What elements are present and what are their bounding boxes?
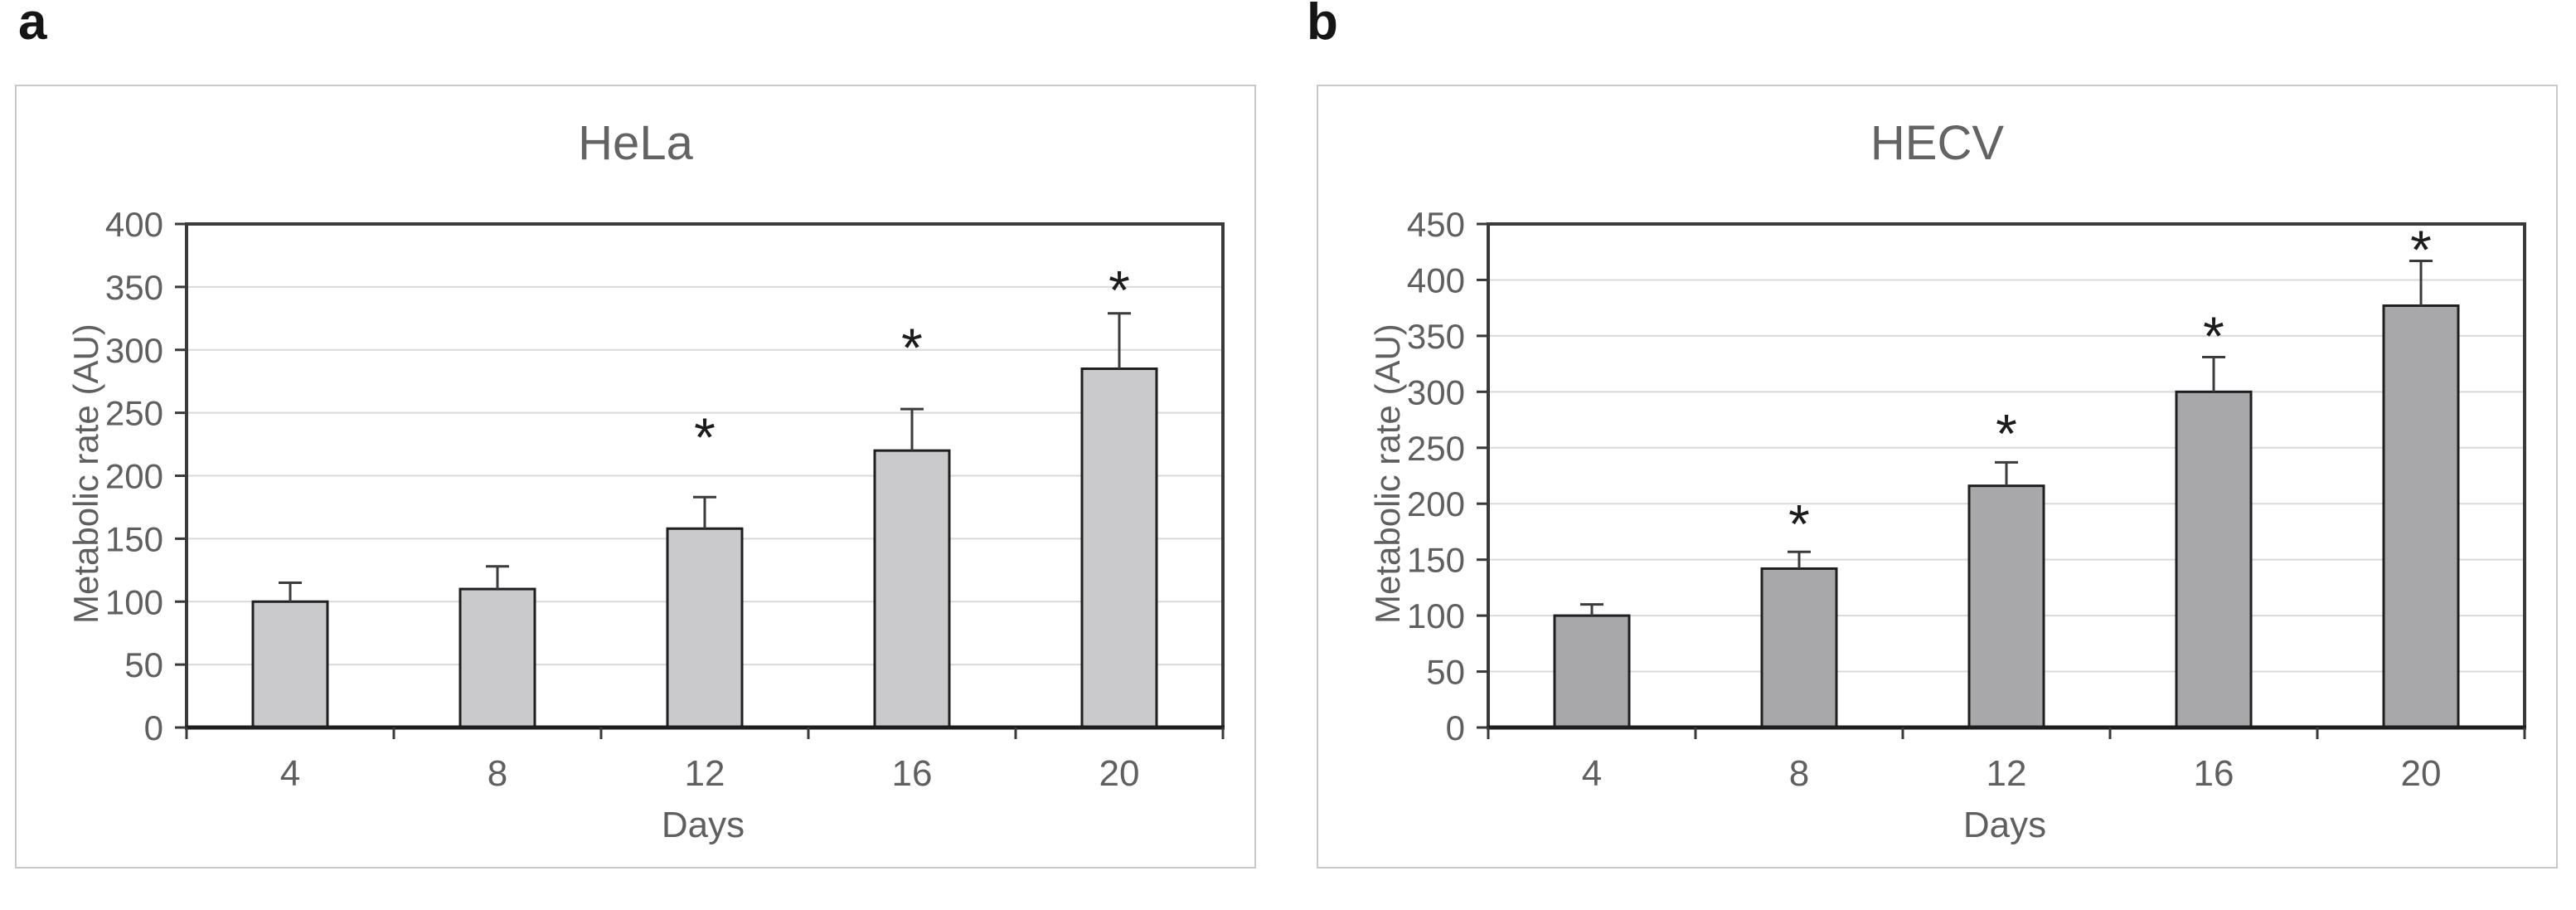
y-tick-label: 400: [105, 205, 163, 244]
x-tick-label: 12: [685, 753, 725, 794]
x-tick-label: 16: [892, 753, 933, 794]
y-tick-label: 350: [1407, 317, 1465, 356]
figure-panel-label-b: b: [1307, 0, 1338, 51]
bar-day-4: [251, 600, 329, 729]
y-tick-label: 250: [105, 394, 163, 433]
x-tick-label: 8: [1789, 753, 1809, 794]
y-tick-label: 0: [1446, 708, 1465, 747]
x-tick-label: 16: [2194, 753, 2234, 794]
significance-asterisk: *: [2410, 219, 2432, 280]
y-tick-label: 100: [1407, 596, 1465, 635]
figure-panel-label-a: a: [18, 0, 47, 51]
x-tick-label: 8: [488, 753, 507, 794]
significance-asterisk: *: [901, 317, 923, 378]
y-tick-label: 400: [1407, 260, 1465, 299]
bar-day-8: [1760, 567, 1838, 729]
y-tick-label: 150: [105, 519, 163, 558]
y-tick-label: 50: [1426, 653, 1465, 692]
y-tick-label: 300: [105, 331, 163, 370]
significance-asterisk: *: [2203, 305, 2224, 367]
y-tick-label: 200: [105, 457, 163, 496]
chart-panel-hecv: HECV Metabolic rate (AU) * * * * 0 50 100 150 20…: [1317, 85, 2558, 869]
bar-day-20: [1080, 367, 1158, 729]
y-tick-label: 100: [105, 582, 163, 621]
bar-day-8: [458, 587, 536, 729]
x-tick-label: 4: [1582, 753, 1602, 794]
bar-day-20: [2382, 304, 2460, 729]
x-tick-label: 12: [1987, 753, 2027, 794]
y-tick-label: 0: [144, 708, 163, 747]
chart-panel-hela: HeLa Metabolic rate (AU) * * * 0 50 100 150 200…: [15, 85, 1256, 869]
significance-asterisk: *: [1109, 259, 1130, 320]
y-tick-label: 300: [1407, 372, 1465, 411]
y-tick-label: 450: [1407, 205, 1465, 244]
bar-day-12: [666, 527, 744, 729]
x-axis-title: Days: [661, 805, 745, 845]
bar-day-12: [1967, 484, 2045, 729]
significance-asterisk: *: [1788, 494, 1810, 555]
chart-title: HeLa: [578, 116, 693, 170]
x-tick-label: 4: [280, 753, 300, 794]
y-tick-label: 200: [1407, 484, 1465, 523]
x-axis-title: Days: [1962, 805, 2047, 845]
bar-day-16: [873, 449, 951, 729]
chart-title: HECV: [1870, 116, 2005, 170]
x-tick-label: 20: [2401, 753, 2442, 794]
plot-area: * * * 0 50 100 150 200 250 300 350 400 4 8 12 16 20: [105, 205, 1225, 794]
x-tick-label: 20: [1099, 753, 1140, 794]
significance-asterisk: *: [694, 406, 716, 468]
y-tick-label: 250: [1407, 429, 1465, 468]
y-tick-label: 150: [1407, 541, 1465, 580]
bar-day-4: [1553, 614, 1631, 729]
y-tick-label: 50: [124, 645, 163, 684]
y-tick-label: 350: [105, 268, 163, 307]
significance-asterisk: *: [1996, 402, 2017, 464]
plot-area: * * * * 0 50 100 150 200 250 300 350 400 450 4 8 12 16 20: [1407, 205, 2526, 794]
bar-day-16: [2175, 390, 2253, 729]
